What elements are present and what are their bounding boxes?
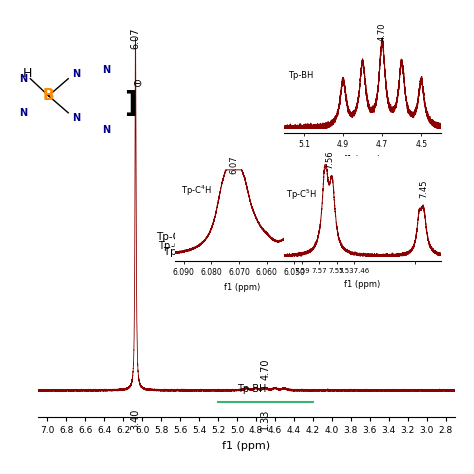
Text: 6.07: 6.07 [229, 155, 238, 174]
Text: ]: ] [124, 90, 137, 118]
Text: 7.45: 7.45 [419, 180, 428, 198]
Text: 3.40: 3.40 [130, 409, 141, 430]
Text: N: N [72, 113, 80, 123]
Text: Tp-C$^4$H: Tp-C$^4$H [158, 238, 194, 254]
Text: N: N [102, 65, 110, 75]
Text: 6.07: 6.07 [130, 27, 141, 48]
Text: Tp-C$^4$H: Tp-C$^4$H [181, 183, 212, 198]
Text: Tp-BH: Tp-BH [237, 383, 266, 394]
Text: H: H [23, 67, 32, 80]
Text: Tp-C$^5$H: Tp-C$^5$H [286, 188, 317, 202]
Text: N: N [18, 108, 27, 118]
X-axis label: f1 (ppm): f1 (ppm) [222, 441, 271, 451]
Text: N: N [18, 73, 27, 84]
Text: B: B [43, 88, 55, 103]
Text: Tp-BH: Tp-BH [288, 72, 314, 81]
X-axis label: f1 (ppm): f1 (ppm) [224, 283, 260, 292]
Text: 7.56: 7.56 [325, 150, 334, 169]
Text: N: N [102, 125, 110, 135]
X-axis label: f1 (ppm): f1 (ppm) [345, 155, 381, 164]
Text: Tp-C$^4$H: Tp-C$^4$H [163, 245, 201, 260]
Text: 1.33: 1.33 [260, 409, 271, 430]
X-axis label: f1 (ppm): f1 (ppm) [345, 280, 381, 289]
Text: N: N [72, 69, 80, 79]
Text: ⊖: ⊖ [134, 79, 143, 89]
Text: 4.70: 4.70 [378, 22, 387, 41]
Text: Tp-C⁴H: Tp-C⁴H [156, 231, 192, 242]
Text: 4.70: 4.70 [260, 359, 271, 380]
